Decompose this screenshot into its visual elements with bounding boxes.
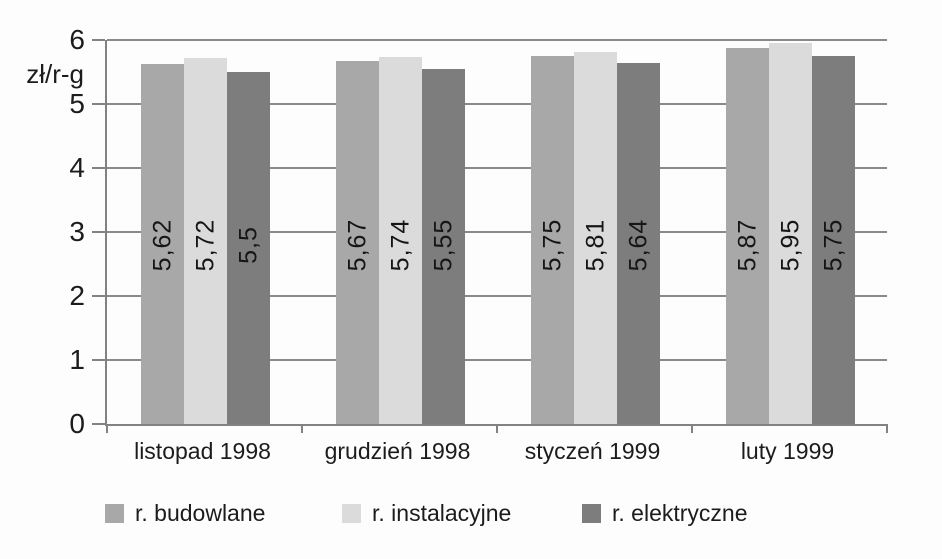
gridline (107, 359, 887, 361)
y-axis-tick-label: 4 (69, 152, 85, 183)
y-axis-tick (92, 359, 105, 361)
bar: 5,5 (227, 72, 270, 424)
gridline (107, 167, 887, 169)
y-axis-tick (92, 423, 105, 425)
bar: 5,75 (531, 56, 574, 424)
x-category-label: listopad 1998 (134, 438, 271, 464)
y-axis-tick (92, 295, 105, 297)
bar-value-label: 5,75 (819, 218, 847, 272)
y-axis-tick (92, 231, 105, 233)
bar-value-label: 5,72 (191, 218, 219, 272)
legend-label: r. budowlane (135, 500, 266, 526)
gridline (107, 295, 887, 297)
bar-group: 5,75 5,81 5,64 (531, 40, 660, 424)
bar: 5,62 (141, 64, 184, 424)
bar: 5,95 (769, 43, 812, 424)
y-axis-tick-label: 3 (69, 216, 85, 247)
x-axis-tick (886, 424, 888, 433)
bar-group: 5,62 5,72 5,5 (141, 40, 270, 424)
bar: 5,87 (726, 48, 769, 424)
bar-value-label: 5,64 (624, 218, 652, 272)
bar-value-label: 5,67 (343, 218, 371, 272)
legend-label: r. instalacyjne (372, 500, 512, 526)
legend-label: r. elektryczne (612, 500, 748, 526)
legend-item: r. elektryczne (582, 500, 748, 527)
gridline (107, 231, 887, 233)
gridline (107, 103, 887, 105)
gridline (107, 39, 887, 41)
y-axis-tick-label: 2 (69, 280, 85, 311)
bar: 5,74 (379, 56, 422, 424)
legend-swatch (582, 504, 601, 523)
plot-area: 5,62 5,72 5,5 5,67 5,74 5,55 5,75 5,81 5,64 5,87 5… (92, 39, 888, 433)
bar-value-label: 5,75 (538, 218, 566, 272)
legend-swatch (105, 504, 124, 523)
legend-swatch (342, 504, 361, 523)
x-category-label: grudzień 1998 (324, 438, 471, 464)
x-axis-tick (106, 424, 108, 433)
y-axis-tick-label: 6 (69, 24, 85, 55)
bar-value-label: 5,5 (234, 226, 262, 264)
bar-value-label: 5,87 (733, 218, 761, 272)
bar-group: 5,87 5,95 5,75 (726, 40, 855, 424)
y-axis-tick (92, 39, 105, 41)
bar: 5,67 (336, 61, 379, 424)
bar: 5,55 (422, 68, 465, 424)
y-axis-tick (92, 103, 105, 105)
bar-value-label: 5,81 (581, 218, 609, 272)
x-category-label: luty 1999 (740, 438, 835, 464)
legend-item: r. budowlane (105, 500, 265, 527)
y-axis-tick-label: 5 (69, 88, 85, 119)
x-category-label: styczeń 1999 (524, 438, 661, 464)
y-axis-tick (92, 167, 105, 169)
legend-item: r. instalacyjne (342, 500, 511, 527)
x-axis-tick (496, 424, 498, 433)
bar: 5,72 (184, 57, 227, 424)
bar: 5,81 (574, 52, 617, 424)
y-axis-title: zł/r-g (26, 59, 84, 89)
bar: 5,75 (812, 56, 855, 424)
y-axis-tick-label: 0 (69, 408, 85, 439)
bar-value-label: 5,95 (776, 218, 804, 272)
x-axis-tick (691, 424, 693, 433)
x-axis-tick (301, 424, 303, 433)
y-axis-tick-label: 1 (69, 344, 85, 375)
bar-group: 5,67 5,74 5,55 (336, 40, 465, 424)
bar-value-label: 5,74 (386, 218, 414, 272)
bar-value-label: 5,62 (148, 218, 176, 272)
bar-value-label: 5,55 (429, 218, 457, 272)
bar: 5,64 (617, 63, 660, 424)
